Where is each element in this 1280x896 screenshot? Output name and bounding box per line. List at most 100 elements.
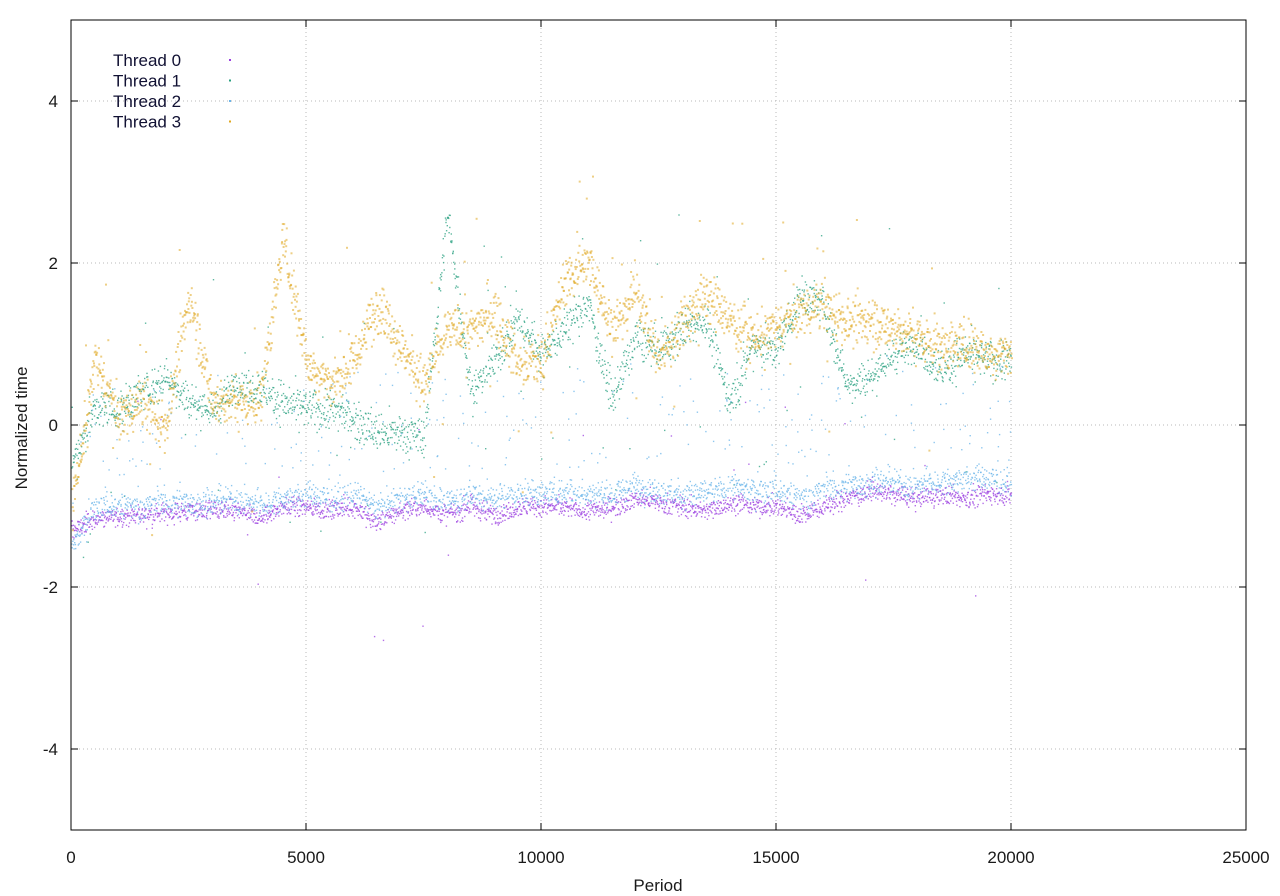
data-point [472,415,474,418]
data-point [383,431,385,433]
data-point [672,502,674,504]
data-point [803,509,805,511]
data-point [501,510,503,512]
data-point [606,506,608,509]
data-point [894,497,896,499]
data-point [142,441,144,443]
data-point [530,343,532,346]
data-point [906,504,908,506]
data-point [410,429,412,431]
data-point [486,375,488,377]
data-point [338,513,341,515]
data-point [444,505,446,508]
data-point [743,359,745,361]
data-point [925,365,927,368]
data-point [253,512,255,515]
data-point [456,507,458,509]
data-point [220,410,223,412]
data-point [443,255,445,257]
data-point [429,513,431,515]
data-point [783,506,785,508]
data-point [375,420,378,422]
data-point [400,435,402,437]
data-point [575,508,577,510]
data-point [246,534,249,536]
data-point [746,360,748,362]
data-point [376,443,378,445]
data-point [926,369,928,371]
data-point [806,308,809,311]
data-point [483,367,485,370]
data-point [493,355,496,357]
data-point [225,508,228,510]
data-point [400,511,402,513]
data-point [565,502,567,504]
data-point [733,382,735,385]
data-point [95,498,97,500]
data-point [601,370,604,373]
data-point [960,348,962,350]
data-point [223,504,226,506]
data-point [779,336,781,338]
data-point [647,503,649,505]
data-point [677,511,679,513]
data-point [322,517,324,519]
data-point [580,312,582,314]
data-point [792,319,794,322]
data-point [298,431,300,434]
data-point [128,399,130,401]
data-point [534,339,536,342]
data-point [765,506,767,508]
data-point [553,505,556,508]
data-point [324,387,326,390]
data-point [458,317,460,319]
data-point [450,511,452,513]
data-point [567,339,569,341]
data-point [851,494,854,497]
data-point [426,417,428,419]
data-point [453,261,455,264]
data-point [92,400,95,403]
data-point [236,380,238,383]
data-point [886,494,888,497]
data-point [504,519,506,521]
data-point [250,395,253,398]
data-point [621,378,623,381]
data-point [582,322,584,324]
data-point [402,449,404,451]
data-point [78,452,80,454]
data-point [461,517,464,519]
data-points [71,175,1013,642]
data-point [73,461,75,463]
data-point [392,421,394,424]
data-point [736,362,738,364]
data-point [409,441,411,443]
data-point [786,331,789,334]
data-point [185,380,187,382]
data-point [644,503,646,506]
data-point [160,392,162,394]
data-point [238,377,240,379]
data-point [261,395,263,397]
data-point [186,384,188,386]
data-point [678,503,680,505]
data-point [642,342,644,344]
data-point [685,323,687,325]
data-point [121,422,123,425]
data-point [176,383,179,385]
data-point [966,357,968,359]
data-point [280,401,282,403]
data-point [622,363,624,365]
data-point [188,400,190,403]
data-point [754,349,756,351]
data-point [325,418,327,420]
data-point [79,535,81,537]
data-point [593,314,595,316]
data-point [975,595,977,597]
data-point [674,334,677,336]
data-point [431,508,433,511]
data-point [133,514,135,517]
data-point [641,349,643,351]
data-point [638,498,640,501]
data-point [557,333,559,335]
